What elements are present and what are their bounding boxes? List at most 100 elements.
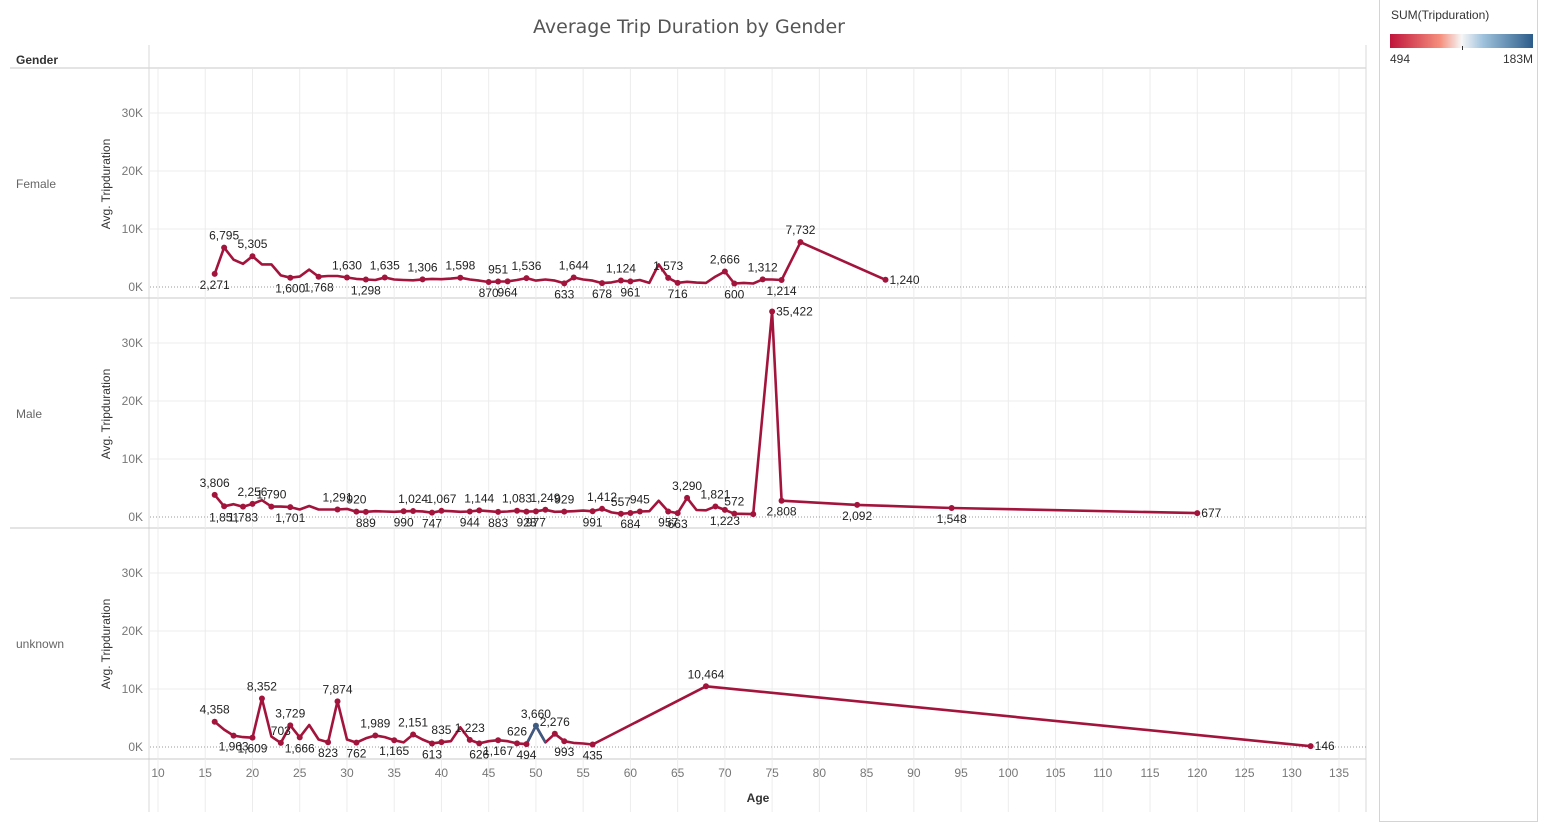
data-point[interactable] [211,270,218,277]
data-point[interactable] [428,740,435,747]
data-point[interactable] [797,239,804,246]
data-point[interactable] [476,740,483,747]
data-point[interactable] [466,508,473,515]
data-point[interactable] [343,274,350,281]
data-point[interactable] [476,507,483,514]
data-point[interactable] [532,722,539,729]
data-point[interactable] [627,278,634,285]
data-point[interactable] [428,509,435,516]
data-point[interactable] [466,736,473,743]
data-point[interactable] [599,280,606,287]
data-label: 835 [431,723,451,737]
data-point[interactable] [258,695,265,702]
color-legend[interactable]: SUM(Tripduration) 494 183M [1379,0,1538,822]
data-point[interactable] [617,277,624,284]
data-point[interactable] [778,276,785,283]
data-point[interactable] [731,510,738,517]
data-point[interactable] [721,268,728,275]
data-point[interactable] [211,718,218,725]
data-point[interactable] [778,497,785,504]
data-point[interactable] [287,722,294,729]
x-tick-label: 55 [576,766,590,780]
data-point[interactable] [391,737,398,744]
data-point[interactable] [561,738,568,745]
data-point[interactable] [353,739,360,746]
data-point[interactable] [665,508,672,515]
data-point[interactable] [410,508,417,515]
data-point[interactable] [334,506,341,513]
data-point[interactable] [381,274,388,281]
data-point[interactable] [514,740,521,747]
data-point[interactable] [353,508,360,515]
data-point[interactable] [495,278,502,285]
data-point[interactable] [721,506,728,513]
data-point[interactable] [759,276,766,283]
data-point[interactable] [296,734,303,741]
data-point[interactable] [419,276,426,283]
data-point[interactable] [627,510,634,517]
data-point[interactable] [372,732,379,739]
data-point[interactable] [882,276,889,283]
data-point[interactable] [523,741,530,748]
data-point[interactable] [561,508,568,515]
data-point[interactable] [362,508,369,515]
data-point[interactable] [551,730,558,737]
data-point[interactable] [495,737,502,744]
data-point[interactable] [221,244,228,251]
data-point[interactable] [240,503,247,510]
data-point[interactable] [211,491,218,498]
data-point[interactable] [712,503,719,510]
data-point[interactable] [1194,510,1201,517]
data-point[interactable] [589,741,596,748]
data-point[interactable] [438,507,445,514]
data-point[interactable] [674,279,681,286]
data-point[interactable] [249,253,256,260]
data-point[interactable] [325,739,332,746]
data-point[interactable] [438,739,445,746]
data-point[interactable] [400,508,407,515]
data-point[interactable] [636,508,643,515]
data-point[interactable] [542,506,549,513]
data-point[interactable] [523,508,530,515]
data-point[interactable] [315,273,322,280]
data-point[interactable] [514,507,521,514]
data-point[interactable] [589,508,596,515]
data-point[interactable] [561,280,568,287]
data-point[interactable] [410,731,417,738]
data-point[interactable] [617,510,624,517]
data-point[interactable] [599,505,606,512]
data-point[interactable] [684,494,691,501]
data-point[interactable] [750,511,757,518]
data-point[interactable] [362,276,369,283]
data-point[interactable] [287,274,294,281]
data-point[interactable] [249,500,256,507]
data-point[interactable] [665,274,672,281]
data-point[interactable] [702,683,709,690]
data-point[interactable] [277,739,284,746]
data-point[interactable] [1307,743,1314,750]
data-label: 684 [620,517,640,531]
data-point[interactable] [523,275,530,282]
data-point[interactable] [570,274,577,281]
data-point[interactable] [457,274,464,281]
data-point[interactable] [495,508,502,515]
data-point[interactable] [249,734,256,741]
x-tick-label: 115 [1140,766,1159,780]
data-point[interactable] [334,698,341,705]
data-point[interactable] [485,278,492,285]
data-label: 1,214 [767,284,797,298]
data-point[interactable] [674,510,681,517]
data-point[interactable] [731,280,738,287]
data-point[interactable] [504,278,511,285]
data-point[interactable] [221,503,228,510]
data-point[interactable] [268,503,275,510]
data-point[interactable] [948,505,955,512]
data-label: 663 [668,517,688,531]
data-point[interactable] [287,504,294,511]
data-point[interactable] [532,508,539,515]
data-point[interactable] [230,732,237,739]
series-line-female[interactable] [213,240,887,285]
data-point[interactable] [769,308,776,315]
series-line-male[interactable] [213,310,1198,516]
data-point[interactable] [854,501,861,508]
